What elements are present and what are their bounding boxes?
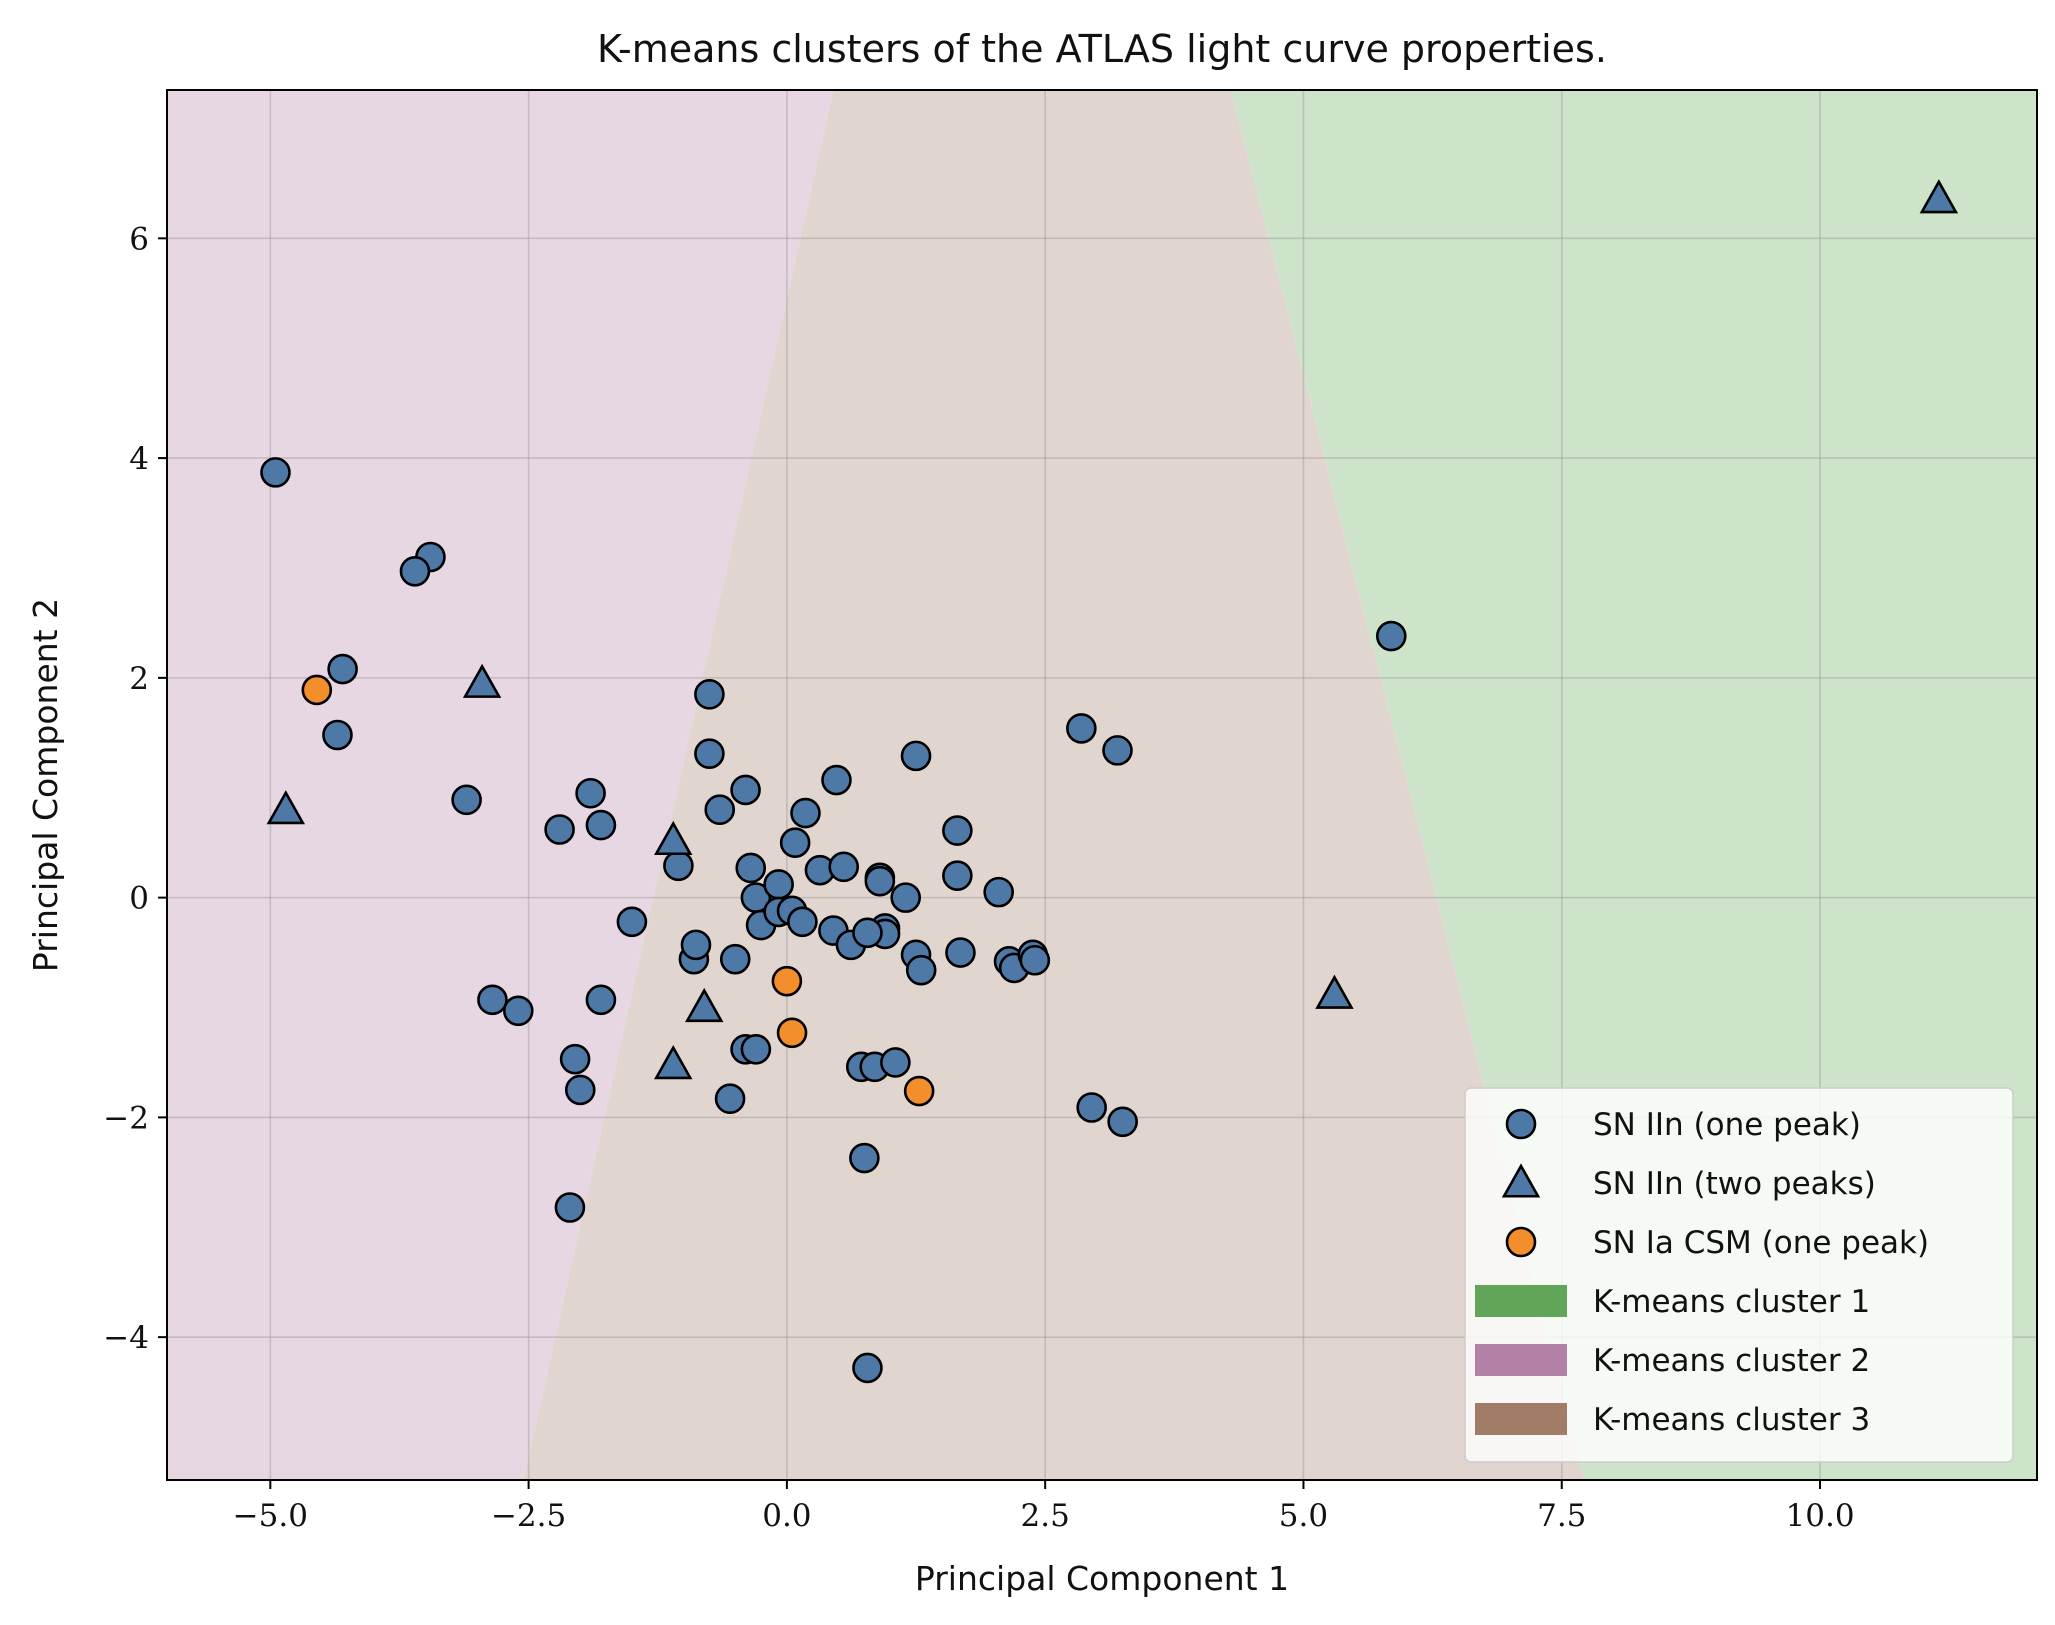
- y-tick-label: −2: [103, 1100, 149, 1136]
- data-point-circle: [945, 937, 976, 968]
- data-point-circle: [942, 860, 973, 891]
- legend-label: SN Ia CSM (one peak): [1593, 1225, 1929, 1261]
- data-point-circle: [301, 674, 333, 706]
- data-point-circle: [704, 794, 736, 826]
- legend: SN IIn (one peak) SN IIn (two peaks) SN Ia…: [1464, 1087, 2014, 1463]
- data-point-circle: [903, 1075, 935, 1107]
- data-point-circle: [828, 851, 860, 883]
- data-point-circle: [477, 984, 508, 1016]
- legend-marker: [1501, 1163, 1541, 1198]
- data-point-circle: [852, 1352, 883, 1384]
- data-point-triangle: [266, 790, 306, 825]
- legend-marker: [1505, 1226, 1537, 1258]
- data-point-circle: [663, 850, 694, 882]
- legend-label: SN IIn (two peaks): [1593, 1166, 1876, 1202]
- data-point-circle: [890, 882, 922, 913]
- data-point-circle: [776, 1017, 808, 1049]
- y-tick-label: 6: [129, 221, 149, 257]
- y-tick-label: 2: [129, 661, 149, 697]
- data-point-circle: [790, 797, 821, 829]
- y-tick-label: −4: [103, 1320, 149, 1356]
- legend-label: K-means cluster 2: [1593, 1343, 1870, 1379]
- data-point-circle: [1066, 713, 1097, 744]
- legend-label: SN IIn (one peak): [1593, 1107, 1861, 1143]
- x-axis-label: Principal Component 1: [915, 1559, 1289, 1598]
- data-point-circle: [680, 929, 712, 961]
- region-k-means-cluster-3: [523, 90, 1585, 1480]
- data-point-circle: [942, 815, 973, 846]
- data-point-circle: [852, 917, 883, 949]
- data-point-circle: [559, 1043, 591, 1075]
- data-point-circle: [1102, 735, 1133, 766]
- x-tick-label: 0.0: [762, 1498, 811, 1534]
- data-point-circle: [502, 995, 534, 1027]
- data-point-circle: [714, 1083, 746, 1115]
- legend-label: K-means cluster 3: [1593, 1402, 1870, 1438]
- data-point-circle: [787, 906, 818, 938]
- data-point-triangle: [685, 987, 724, 1023]
- legend-marker: [1505, 1108, 1537, 1140]
- data-point-circle: [575, 777, 606, 809]
- x-axis-ticks: −5.0 −2.5 0.0 2.5 5.0 7.5 10.0: [233, 1480, 1855, 1534]
- data-point-circle: [1076, 1092, 1107, 1123]
- x-tick-label: 2.5: [1021, 1498, 1070, 1534]
- data-point-circle: [694, 679, 725, 710]
- data-point-circle: [694, 738, 725, 769]
- data-point-circle: [900, 740, 932, 772]
- data-point-circle: [585, 984, 617, 1016]
- x-tick-label: 10.0: [1786, 1498, 1855, 1534]
- data-point-circle: [1019, 944, 1051, 976]
- data-point-circle: [983, 876, 1014, 908]
- data-point-circle: [544, 814, 575, 845]
- data-point-circle: [399, 555, 431, 587]
- data-point-circle: [779, 827, 811, 858]
- data-point-circle: [554, 1192, 586, 1223]
- data-point-circle: [564, 1074, 596, 1106]
- data-point-circle: [864, 865, 896, 897]
- y-tick-label: 4: [129, 441, 149, 477]
- data-point-triangle: [1919, 179, 1959, 214]
- legend-label: K-means cluster 1: [1593, 1284, 1870, 1320]
- data-point-circle: [735, 852, 767, 884]
- data-point-circle: [849, 1142, 880, 1174]
- data-points: [260, 179, 1959, 1384]
- data-point-circle: [585, 809, 617, 841]
- data-point-circle: [1107, 1106, 1138, 1138]
- y-tick-label: 0: [129, 881, 149, 917]
- legend-swatch: [1475, 1285, 1567, 1317]
- data-point-circle: [719, 943, 751, 975]
- data-point-circle: [616, 906, 648, 938]
- x-tick-label: −5.0: [233, 1498, 308, 1534]
- chart-title: K-means clusters of the ATLAS light curv…: [597, 27, 1607, 71]
- data-point-circle: [821, 764, 852, 796]
- legend-swatch: [1475, 1403, 1567, 1435]
- data-point-triangle: [654, 820, 693, 856]
- legend-box: [1464, 1087, 2014, 1463]
- data-point-circle: [740, 1033, 772, 1065]
- data-point-circle: [451, 784, 482, 816]
- region-k-means-cluster-2: [167, 90, 834, 1480]
- data-point-triangle: [1315, 974, 1354, 1009]
- x-tick-label: −2.5: [491, 1498, 566, 1534]
- data-point-circle: [771, 965, 803, 997]
- y-axis-label: Principal Component 2: [26, 598, 65, 972]
- plot-frame: [166, 89, 2038, 1481]
- data-point-circle: [1375, 620, 1407, 652]
- data-point-circle: [763, 869, 794, 900]
- y-axis-ticks: −4 −2 0 2 4 6: [103, 221, 167, 1356]
- data-point-circle: [730, 774, 761, 806]
- x-tick-label: 5.0: [1279, 1498, 1328, 1534]
- data-point-circle: [322, 719, 353, 751]
- data-point-circle: [905, 954, 937, 986]
- data-point-circle: [880, 1047, 911, 1078]
- data-point-triangle: [654, 1044, 693, 1080]
- legend-swatch: [1475, 1344, 1567, 1376]
- x-tick-label: 7.5: [1537, 1498, 1586, 1534]
- data-point-circle: [327, 653, 358, 685]
- data-point-triangle: [462, 663, 502, 698]
- data-point-circle: [260, 457, 291, 488]
